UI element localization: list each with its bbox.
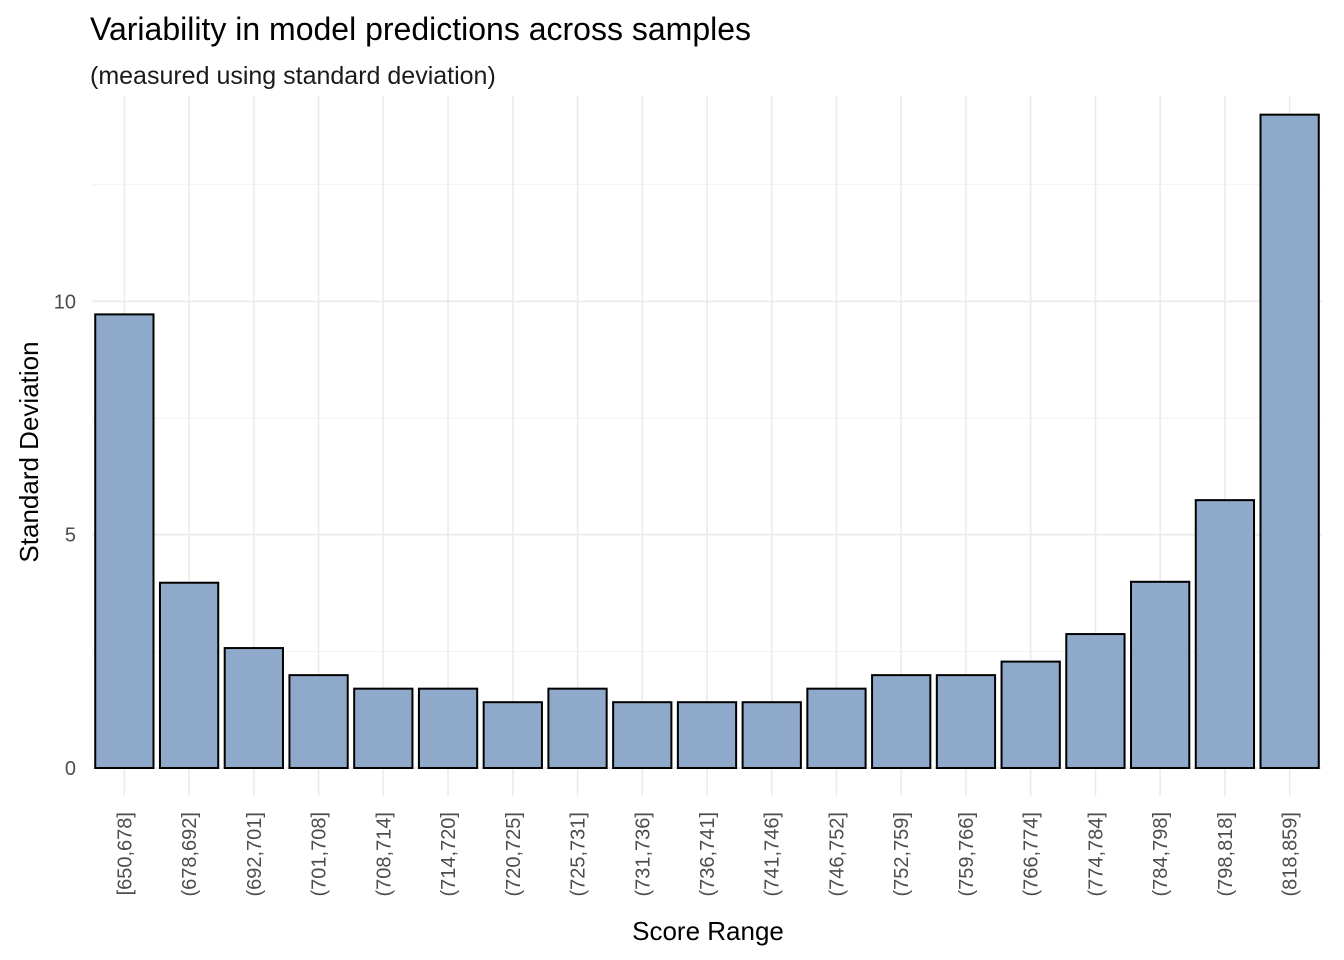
y-axis-title: Standard Deviation — [14, 341, 44, 562]
bar — [741, 701, 802, 770]
x-tick-label: (736,741] — [697, 812, 719, 897]
bar — [547, 687, 608, 770]
x-tick-label: (701,708] — [309, 812, 331, 897]
x-tick-label: (731,736] — [632, 812, 654, 897]
chart-title: Variability in model predictions across … — [90, 11, 751, 47]
bar — [482, 701, 543, 770]
bar — [871, 674, 932, 770]
bar — [1065, 633, 1126, 769]
bar — [417, 687, 479, 770]
bar — [612, 701, 673, 770]
x-tick-label: (741,746] — [762, 812, 784, 897]
y-tick-label: 5 — [65, 525, 76, 547]
bar — [806, 687, 867, 770]
bar — [1259, 113, 1320, 769]
bar — [1130, 580, 1191, 769]
bar — [676, 701, 738, 770]
x-tick-label: (774,784] — [1085, 812, 1107, 897]
x-tick-label: (798,818] — [1215, 812, 1237, 897]
bar — [288, 674, 349, 770]
x-tick-label: (784,798] — [1150, 812, 1172, 897]
bar — [1000, 660, 1061, 769]
x-tick-label: (746,752] — [826, 812, 848, 897]
bars — [94, 113, 1320, 770]
x-axis-title: Score Range — [632, 916, 784, 946]
x-tick-label: (708,714] — [373, 812, 395, 897]
y-tick-label: 0 — [65, 758, 76, 780]
x-tick-label: (766,774] — [1021, 812, 1043, 897]
x-tick-label: (720,725] — [503, 812, 525, 897]
bar — [353, 687, 414, 770]
bar — [158, 581, 220, 769]
x-tick-label: (714,720] — [438, 812, 460, 897]
x-tick-label: (759,766] — [956, 812, 978, 897]
x-tick-label: (678,692] — [179, 812, 201, 897]
x-tick-labels: [650,678] (678,692] (692,701] (701,708] (708… — [114, 812, 1301, 897]
x-tick-label: (725,731] — [568, 812, 590, 897]
y-tick-labels: 0 5 10 — [54, 291, 76, 780]
bar — [223, 647, 284, 769]
y-tick-label: 10 — [54, 291, 76, 313]
x-tick-label: (818,859] — [1280, 812, 1302, 897]
x-tick-label: [650,678] — [114, 812, 136, 895]
x-tick-label: (752,759] — [891, 812, 913, 897]
bar — [1194, 499, 1256, 769]
bar — [935, 674, 997, 770]
x-tick-label: (692,701] — [244, 812, 266, 897]
bar — [94, 313, 155, 769]
chart-subtitle: (measured using standard deviation) — [90, 62, 496, 90]
